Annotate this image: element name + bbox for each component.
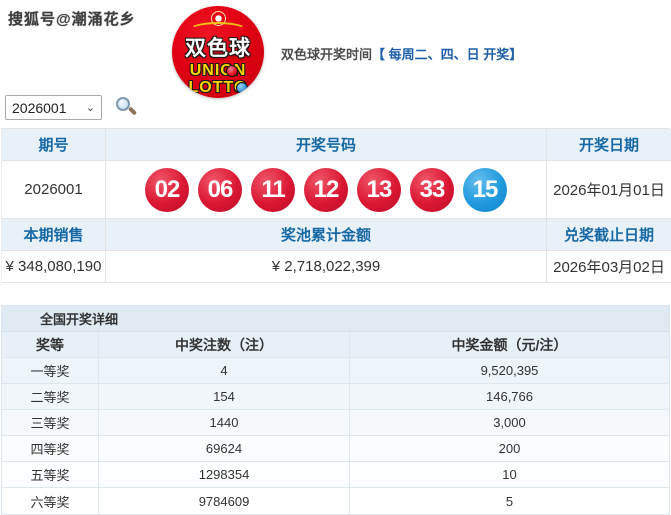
prize-tier: 二等奖 bbox=[2, 384, 99, 410]
chevron-down-icon: ⌄ bbox=[85, 102, 95, 114]
logo-union-text: UNION bbox=[189, 62, 247, 79]
search-handle-icon bbox=[127, 105, 138, 116]
lottery-ball-red: 11 bbox=[251, 167, 295, 212]
prize-count: 154 bbox=[99, 384, 350, 410]
pool-amount: ¥ 2,718,022,399 bbox=[106, 251, 547, 283]
deadline-date: 2026年03月02日 bbox=[547, 251, 671, 283]
lottery-ball-red: 12 bbox=[304, 167, 348, 212]
prize-tier: 五等奖 bbox=[2, 462, 99, 488]
tagline-prefix: 双色球开奖时间 bbox=[281, 47, 373, 62]
lottery-ball-red: 02 bbox=[145, 167, 189, 212]
table-row: 二等奖 154 146,766 bbox=[2, 384, 669, 410]
header-deadline: 兑奖截止日期 bbox=[547, 219, 671, 251]
prize-count: 9784609 bbox=[99, 488, 350, 514]
prize-table-section-title: 全国开奖详细 bbox=[2, 306, 669, 332]
union-lotto-logo: 双色球 UNION LOTTO bbox=[172, 6, 264, 98]
prize-amount: 200 bbox=[350, 436, 669, 462]
issue-selector-row: 2026001 ⌄ bbox=[5, 95, 138, 120]
prize-tier: 六等奖 bbox=[2, 488, 99, 514]
lottery-ball-red: 06 bbox=[198, 167, 242, 212]
logo-lotto-text: LOTTO bbox=[188, 79, 248, 96]
prize-tier: 三等奖 bbox=[2, 410, 99, 436]
header-issue: 期号 bbox=[2, 129, 106, 161]
issue-select-value: 2026001 bbox=[12, 99, 67, 116]
table-row: 五等奖 1298354 10 bbox=[2, 462, 669, 488]
prize-amount: 5 bbox=[350, 488, 669, 514]
table-row: 六等奖 9784609 5 bbox=[2, 488, 669, 514]
prize-amount: 9,520,395 bbox=[350, 358, 669, 384]
prize-detail-table: 全国开奖详细 奖等 中奖注数（注） 中奖金额（元/注） 一等奖 4 9,520,… bbox=[1, 305, 670, 515]
search-lens-icon bbox=[116, 96, 130, 111]
prize-count: 1298354 bbox=[99, 462, 350, 488]
issue-number: 2026001 bbox=[2, 161, 106, 219]
header-winning-numbers: 开奖号码 bbox=[106, 129, 547, 161]
sales-amount: ¥ 348,080,190 bbox=[2, 251, 106, 283]
prize-amount: 146,766 bbox=[350, 384, 669, 410]
draw-date: 2026年01月01日 bbox=[547, 161, 671, 219]
prize-count: 4 bbox=[99, 358, 350, 384]
logo-gold-arc bbox=[189, 22, 247, 38]
header-sales: 本期销售 bbox=[2, 219, 106, 251]
draw-result-table: 期号 开奖号码 开奖日期 2026001 02 06 11 12 13 33 1… bbox=[1, 128, 671, 283]
red-ball-dot-icon bbox=[225, 65, 238, 77]
table-row: 四等奖 69624 200 bbox=[2, 436, 669, 462]
prize-count: 69624 bbox=[99, 436, 350, 462]
watermark-text: 搜狐号@潮涌花乡 bbox=[8, 11, 136, 28]
blue-ball-dot-icon bbox=[235, 82, 248, 94]
prize-count: 1440 bbox=[99, 410, 350, 436]
prize-amount: 3,000 bbox=[350, 410, 669, 436]
prize-tier: 四等奖 bbox=[2, 436, 99, 462]
header-draw-date: 开奖日期 bbox=[547, 129, 671, 161]
draw-schedule-tagline: 双色球开奖时间【 每周二、四、日 开奖】 bbox=[281, 44, 522, 63]
lottery-ball-red: 13 bbox=[357, 167, 401, 212]
tagline-schedule: 【 每周二、四、日 开奖】 bbox=[372, 47, 523, 62]
prize-tier: 一等奖 bbox=[2, 358, 99, 384]
table-row: 三等奖 1440 3,000 bbox=[2, 410, 669, 436]
lottery-ball-red: 33 bbox=[410, 167, 454, 212]
header-pool: 奖池累计金额 bbox=[106, 219, 547, 251]
col-header-tier: 奖等 bbox=[2, 332, 99, 358]
issue-select[interactable]: 2026001 ⌄ bbox=[5, 95, 102, 120]
search-icon[interactable] bbox=[114, 96, 138, 120]
col-header-count: 中奖注数（注） bbox=[99, 332, 350, 358]
col-header-amount: 中奖金额（元/注） bbox=[350, 332, 669, 358]
table-row: 一等奖 4 9,520,395 bbox=[2, 358, 669, 384]
lottery-ball-blue: 15 bbox=[463, 167, 507, 212]
logo-name: 双色球 bbox=[185, 37, 251, 60]
prize-amount: 10 bbox=[350, 462, 669, 488]
winning-numbers-cell: 02 06 11 12 13 33 15 bbox=[106, 161, 547, 219]
